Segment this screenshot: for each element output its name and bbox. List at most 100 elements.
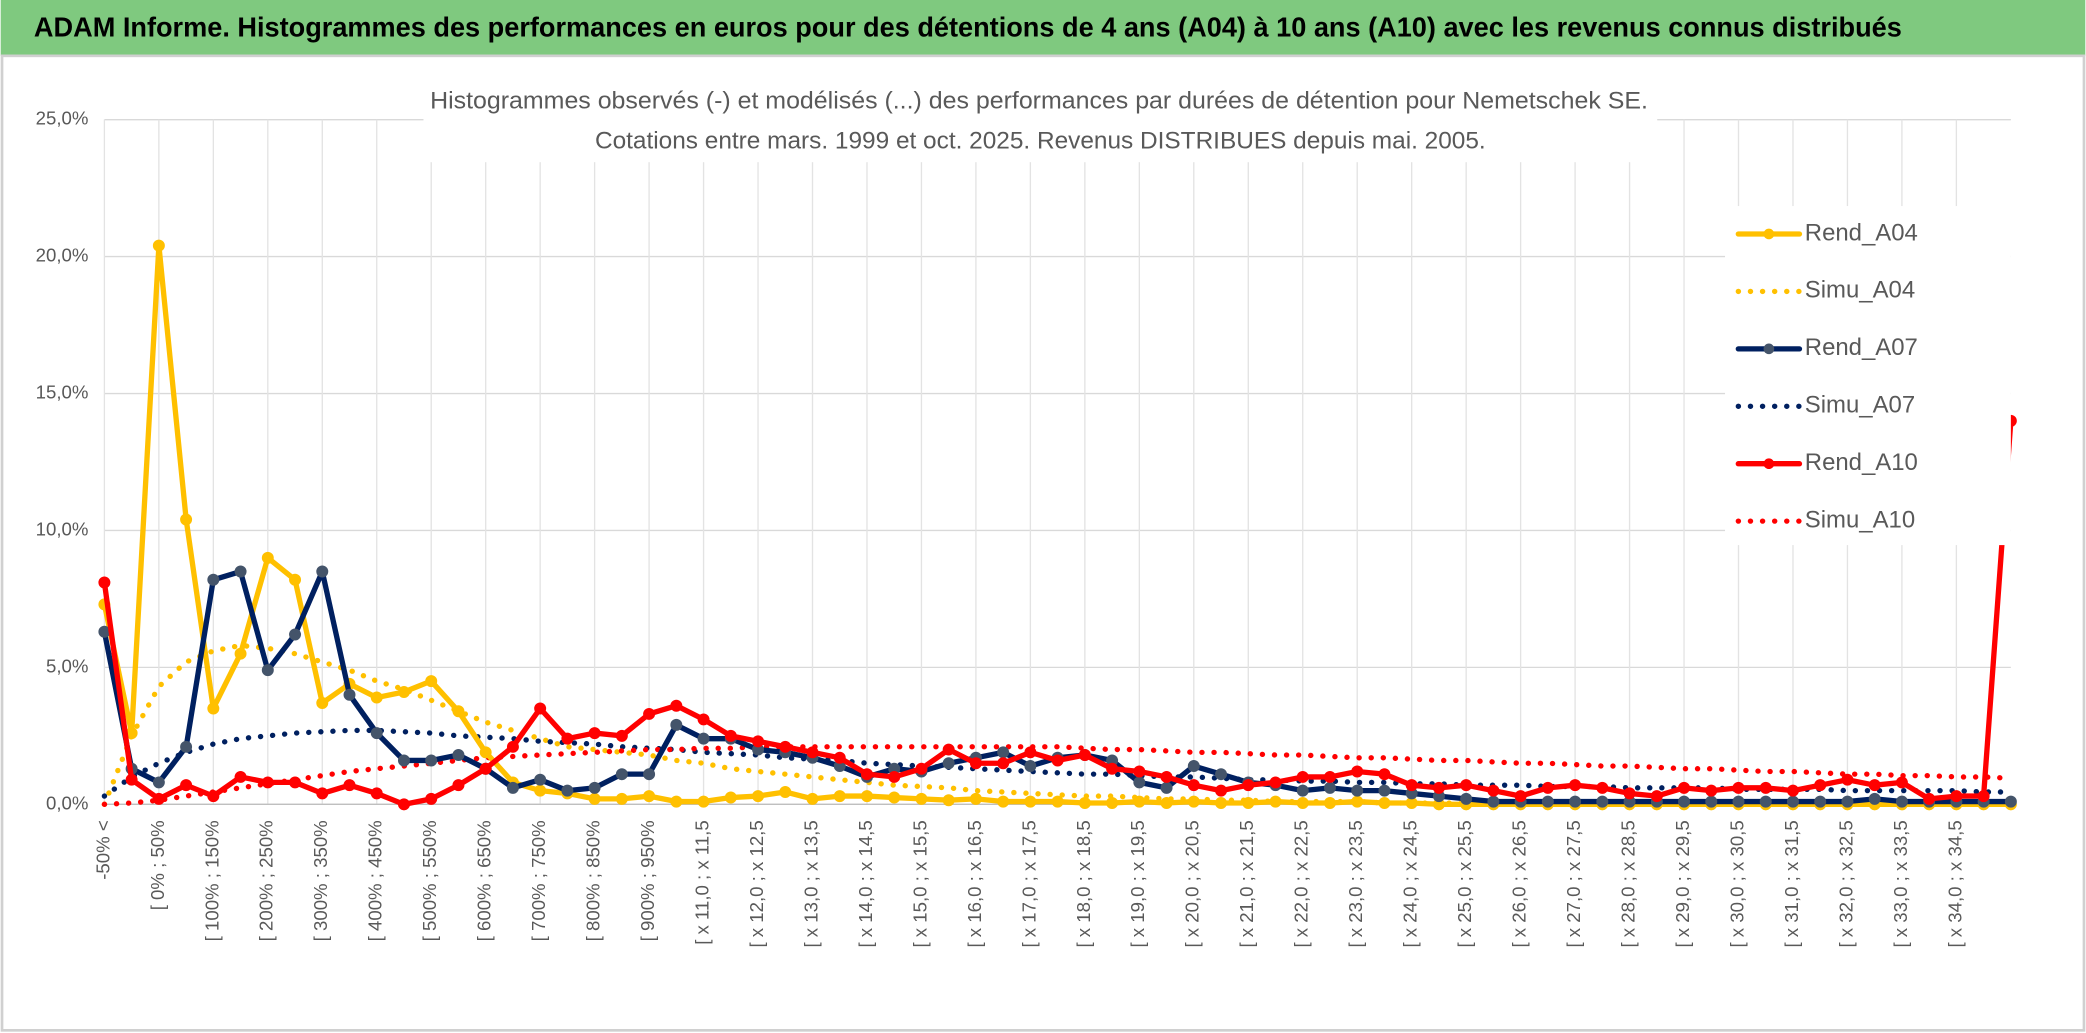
chart-subtitle: Cotations entre mars. 1999 et oct. 2025.… bbox=[595, 128, 1486, 155]
data-point bbox=[1841, 773, 1854, 786]
data-point bbox=[1759, 781, 1772, 794]
data-point bbox=[670, 699, 683, 712]
data-point bbox=[1814, 795, 1827, 808]
data-point bbox=[1323, 796, 1336, 809]
data-point bbox=[1160, 781, 1173, 794]
legend-marker bbox=[1763, 228, 1775, 240]
model-line bbox=[101, 727, 2014, 799]
x-tick-label: [ 200% ; 250% bbox=[256, 820, 277, 941]
data-point bbox=[152, 776, 165, 789]
data-point bbox=[1814, 779, 1827, 792]
x-tick-label: [ 500% ; 550% bbox=[419, 820, 440, 941]
data-point bbox=[1269, 776, 1282, 789]
data-point bbox=[234, 647, 247, 660]
data-point bbox=[234, 565, 247, 578]
data-point bbox=[1569, 779, 1582, 792]
data-point bbox=[534, 773, 547, 786]
data-point bbox=[316, 697, 329, 709]
data-point bbox=[1187, 760, 1200, 772]
x-tick-label: [ x 12,0 ; x 12,5 bbox=[746, 820, 767, 947]
x-tick-label: [ x 29,0 ; x 29,5 bbox=[1672, 820, 1693, 947]
data-point bbox=[697, 795, 710, 808]
data-point bbox=[1759, 795, 1772, 808]
data-point bbox=[942, 743, 955, 756]
data-point bbox=[1432, 781, 1445, 794]
data-point bbox=[1378, 796, 1391, 809]
data-point bbox=[1133, 776, 1146, 789]
chart-title: Histogrammes observés (-) et modélisés (… bbox=[430, 88, 1648, 115]
data-point bbox=[1460, 779, 1473, 792]
y-tick-label: 0,0% bbox=[46, 792, 88, 813]
data-point bbox=[397, 798, 410, 811]
data-point bbox=[997, 795, 1010, 808]
data-point bbox=[1378, 784, 1391, 797]
data-point bbox=[479, 746, 492, 759]
data-point bbox=[1160, 770, 1173, 783]
data-point bbox=[1841, 795, 1854, 808]
x-tick-label: [ x 18,0 ; x 18,5 bbox=[1073, 820, 1094, 947]
data-point bbox=[779, 740, 792, 753]
y-tick-label: 10,0% bbox=[36, 518, 89, 539]
data-point bbox=[915, 762, 928, 775]
data-point bbox=[1405, 779, 1418, 792]
data-point bbox=[888, 791, 901, 804]
data-point bbox=[561, 784, 574, 797]
data-point bbox=[370, 787, 383, 800]
banner-title: ADAM Informe. Histogrammes des performan… bbox=[34, 12, 1902, 43]
x-tick-label: [ x 27,0 ; x 27,5 bbox=[1563, 820, 1584, 947]
data-point bbox=[1378, 768, 1391, 781]
x-tick-label: [ x 28,0 ; x 28,5 bbox=[1617, 820, 1638, 947]
data-point bbox=[942, 794, 955, 807]
data-point bbox=[915, 792, 928, 805]
data-point bbox=[1187, 779, 1200, 792]
y-tick-label: 5,0% bbox=[46, 655, 88, 676]
legend-label: Rend_A07 bbox=[1805, 334, 1918, 361]
data-point bbox=[1487, 784, 1500, 797]
data-point bbox=[506, 781, 519, 794]
data-point bbox=[125, 773, 138, 786]
data-point bbox=[969, 792, 982, 805]
data-point bbox=[1705, 795, 1718, 808]
x-tick-label: [ 300% ; 350% bbox=[310, 820, 331, 941]
data-point bbox=[425, 754, 438, 767]
legend-label: Simu_A07 bbox=[1805, 392, 1915, 419]
data-point bbox=[1133, 765, 1146, 778]
data-point bbox=[888, 770, 901, 783]
plot-area: 0,0% 5,0% 10,0% 15,0% 20,0% 25,0% -50% < [ 0% ;… bbox=[36, 82, 2017, 948]
data-point bbox=[724, 791, 737, 804]
data-point bbox=[1678, 781, 1691, 794]
data-point bbox=[1215, 784, 1228, 797]
x-tick-label: [ x 22,0 ; x 22,5 bbox=[1291, 820, 1312, 947]
data-point bbox=[1051, 795, 1064, 808]
x-tick-label: [ 800% ; 850% bbox=[583, 820, 604, 941]
data-point bbox=[2004, 795, 2017, 808]
data-point bbox=[1569, 795, 1582, 808]
data-point bbox=[615, 729, 628, 742]
data-point bbox=[724, 729, 737, 742]
x-tick-label: [ x 19,0 ; x 19,5 bbox=[1127, 820, 1148, 947]
x-tick-label: [ 600% ; 650% bbox=[474, 820, 495, 941]
data-point bbox=[1051, 754, 1064, 767]
x-tick-label: [ 0% ; 50% bbox=[147, 820, 168, 910]
data-point bbox=[1296, 770, 1309, 783]
legend-label: Rend_A04 bbox=[1805, 219, 1918, 246]
data-point bbox=[316, 565, 329, 578]
x-tick-label: [ x 13,0 ; x 13,5 bbox=[800, 820, 821, 947]
title-background bbox=[423, 82, 1658, 163]
data-point bbox=[180, 513, 193, 526]
data-point bbox=[207, 702, 220, 715]
data-point bbox=[207, 573, 220, 586]
data-point bbox=[588, 781, 601, 794]
data-point bbox=[1678, 795, 1691, 808]
data-point bbox=[343, 779, 356, 792]
data-point bbox=[425, 792, 438, 805]
x-tick-label: [ x 15,0 ; x 15,5 bbox=[909, 820, 930, 947]
data-point bbox=[561, 732, 574, 745]
y-tick-label: 15,0% bbox=[36, 381, 89, 402]
data-point bbox=[207, 790, 220, 803]
data-point bbox=[697, 732, 710, 745]
data-point bbox=[1351, 795, 1364, 808]
x-tick-label: [ x 17,0 ; x 17,5 bbox=[1018, 820, 1039, 947]
data-point bbox=[1078, 796, 1091, 809]
